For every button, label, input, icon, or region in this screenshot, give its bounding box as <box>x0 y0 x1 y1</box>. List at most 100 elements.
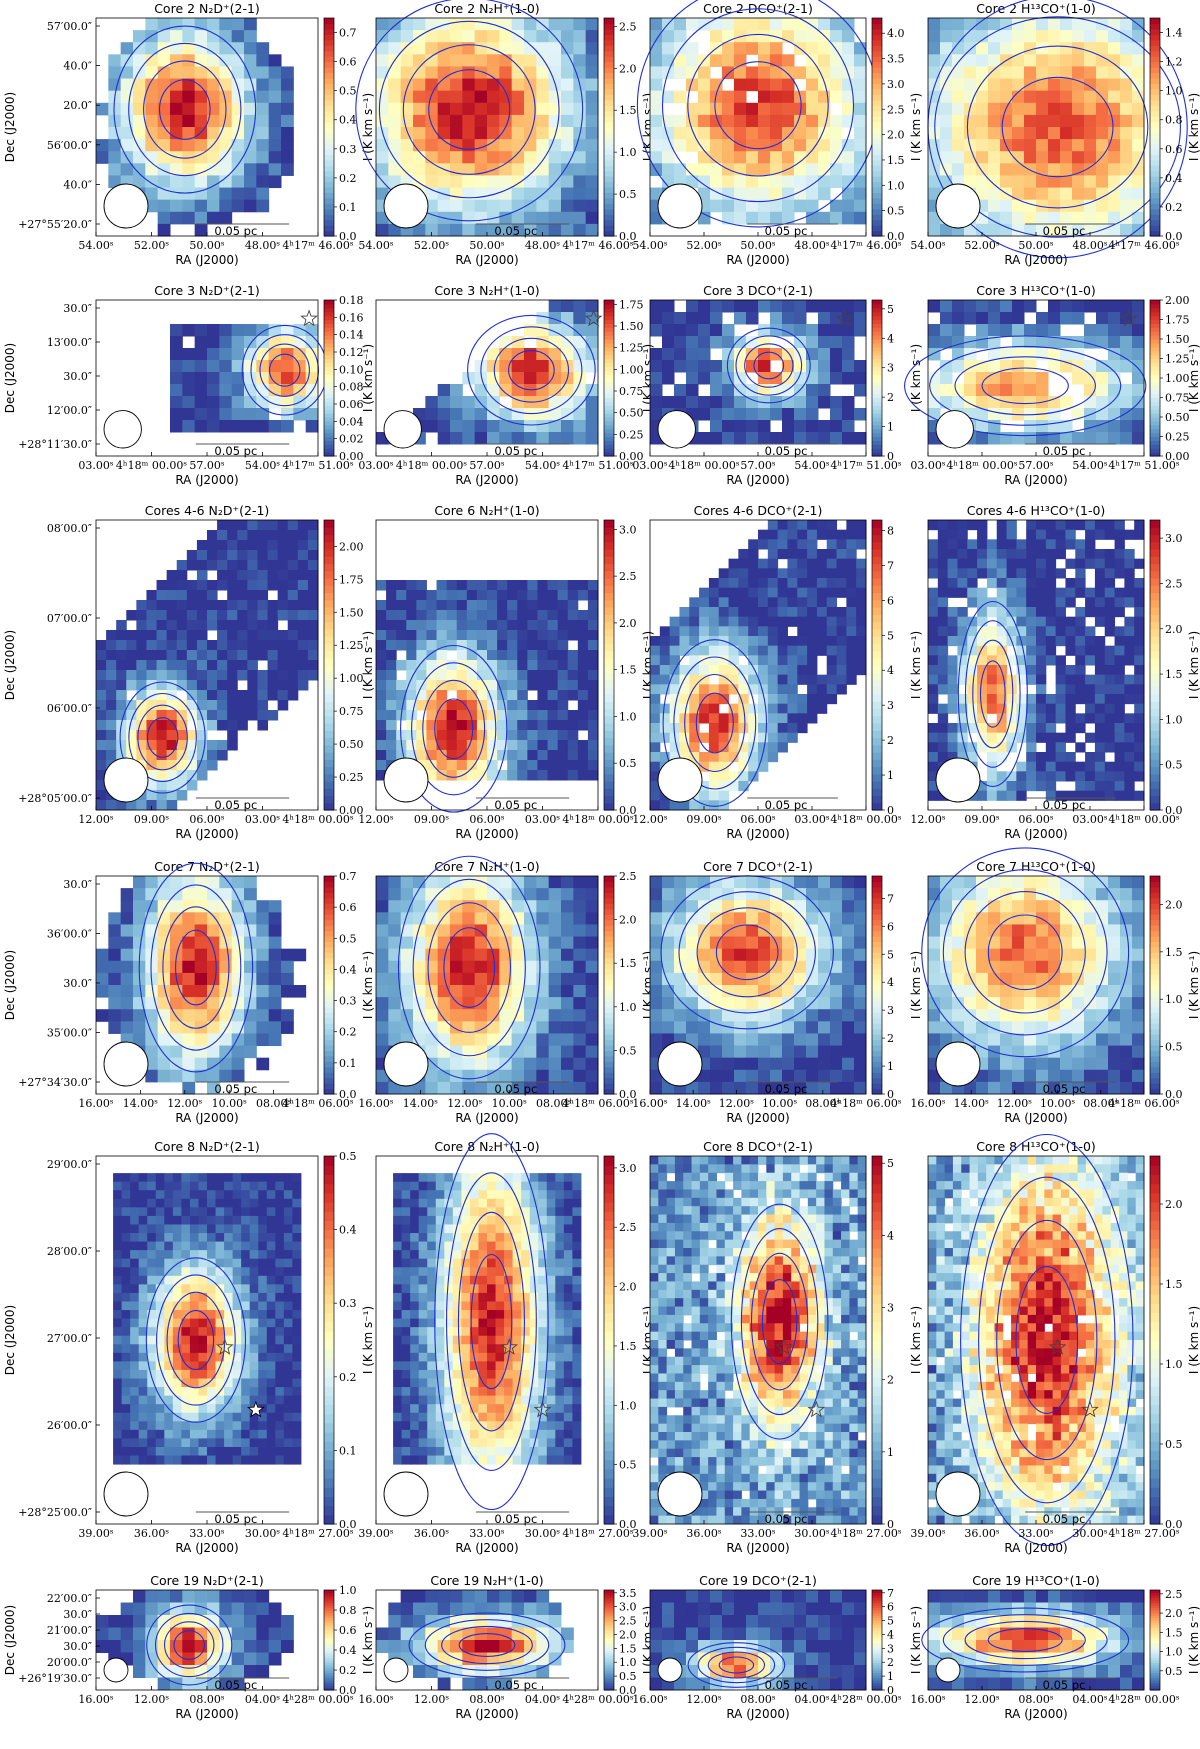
map-pixel <box>734 360 747 373</box>
map-pixel <box>734 408 747 421</box>
map-pixel <box>196 730 208 741</box>
colorbar-segment <box>604 563 614 572</box>
map-pixel <box>728 568 739 579</box>
map-pixel <box>650 655 661 666</box>
map-pixel <box>120 102 134 116</box>
map-pixel <box>126 710 137 721</box>
map-pixel <box>585 30 599 43</box>
map-pixel <box>718 597 730 608</box>
colorbar-segment <box>1150 802 1160 811</box>
map-pixel <box>247 640 258 651</box>
map-pixel <box>686 78 699 92</box>
map-pixel <box>699 587 710 598</box>
map-pixel <box>166 790 178 801</box>
map-pixel <box>1096 54 1109 67</box>
map-pixel <box>1120 300 1133 313</box>
map-pixel <box>1036 199 1049 213</box>
ra-tick-label: 54.00ˢ <box>358 239 393 252</box>
map-pixel <box>474 30 488 43</box>
contour-line <box>744 343 794 388</box>
map-pixel <box>1094 636 1106 647</box>
map-pixel <box>536 42 550 55</box>
map-pixel <box>219 420 233 433</box>
map-pixel <box>1096 211 1109 225</box>
map-pixel <box>928 607 939 618</box>
map-pixel <box>1134 732 1145 743</box>
map-pixel <box>268 360 282 373</box>
map-pixel <box>219 199 233 213</box>
map-pixel <box>219 78 233 92</box>
map-pixel <box>1024 384 1037 397</box>
map-pixel <box>846 665 857 676</box>
map-pixel <box>1094 761 1106 772</box>
colorbar-tick-label: 0.4 <box>339 963 357 976</box>
map-pixel <box>964 312 977 325</box>
colorbar-tick-label: 0.0 <box>339 1088 357 1101</box>
colorbar-tick-label: 1.0 <box>887 179 905 192</box>
map-pixel <box>1065 578 1076 589</box>
map-pixel <box>758 723 769 734</box>
map-pixel <box>406 650 417 661</box>
map-pixel <box>511 432 525 445</box>
map-pixel <box>977 636 988 647</box>
map-pixel <box>854 187 867 201</box>
map-pixel <box>548 336 562 349</box>
colorbar-tick-label: 0.5 <box>339 85 357 98</box>
map-pixel <box>268 372 282 385</box>
map-pixel <box>166 660 178 671</box>
map-pixel <box>307 590 319 601</box>
colorbar-segment <box>872 397 882 402</box>
map-pixel <box>487 770 498 781</box>
map-pixel <box>842 312 855 325</box>
map-pixel <box>406 600 417 611</box>
panel-title: Core 7 N₂H⁺(1-0) <box>434 859 539 874</box>
map-pixel <box>787 529 798 540</box>
map-pixel <box>386 640 397 651</box>
map-pixel <box>376 102 389 116</box>
map-pixel <box>176 610 188 621</box>
map-pixel <box>807 539 818 550</box>
map-pixel <box>1048 312 1061 325</box>
map-pixel <box>734 66 747 80</box>
map-pixel <box>967 713 978 724</box>
map-pixel <box>517 730 528 741</box>
map-pixel <box>1065 761 1076 772</box>
beam-circle <box>657 757 703 803</box>
map-pixel <box>585 396 599 409</box>
map-pixel <box>386 730 397 741</box>
map-pixel <box>573 30 587 43</box>
map-pixel <box>952 300 965 313</box>
map-pixel <box>758 694 769 705</box>
map-pixel <box>517 680 528 691</box>
map-pixel <box>1000 30 1013 43</box>
map-pixel <box>1024 18 1037 31</box>
map-pixel <box>146 720 158 731</box>
map-pixel <box>674 312 687 325</box>
map-pixel <box>1036 187 1049 201</box>
colorbar-segment <box>1150 331 1160 336</box>
map-pixel <box>231 876 245 889</box>
colorbar-segment <box>1150 650 1160 659</box>
map-pixel <box>794 324 807 337</box>
map-pixel <box>830 408 843 421</box>
map-pixel <box>787 645 798 656</box>
colorbar-segment <box>1150 170 1160 177</box>
map-pixel <box>207 997 220 1010</box>
map-pixel <box>231 372 245 385</box>
map-pixel <box>207 360 220 373</box>
map-pixel <box>497 700 508 711</box>
map-pixel <box>1075 684 1086 695</box>
map-pixel <box>856 665 867 676</box>
map-pixel <box>807 645 818 656</box>
map-pixel <box>567 650 579 661</box>
map-pixel <box>386 700 397 711</box>
contour-line <box>966 45 1149 209</box>
map-pixel <box>507 610 518 621</box>
map-pixel <box>818 175 831 189</box>
colorbar-segment <box>324 132 334 139</box>
colorbar-segment <box>324 428 334 434</box>
map-pixel <box>256 1033 270 1047</box>
map-pixel <box>120 114 134 128</box>
map-pixel <box>386 720 397 731</box>
map-pixel <box>219 151 233 164</box>
